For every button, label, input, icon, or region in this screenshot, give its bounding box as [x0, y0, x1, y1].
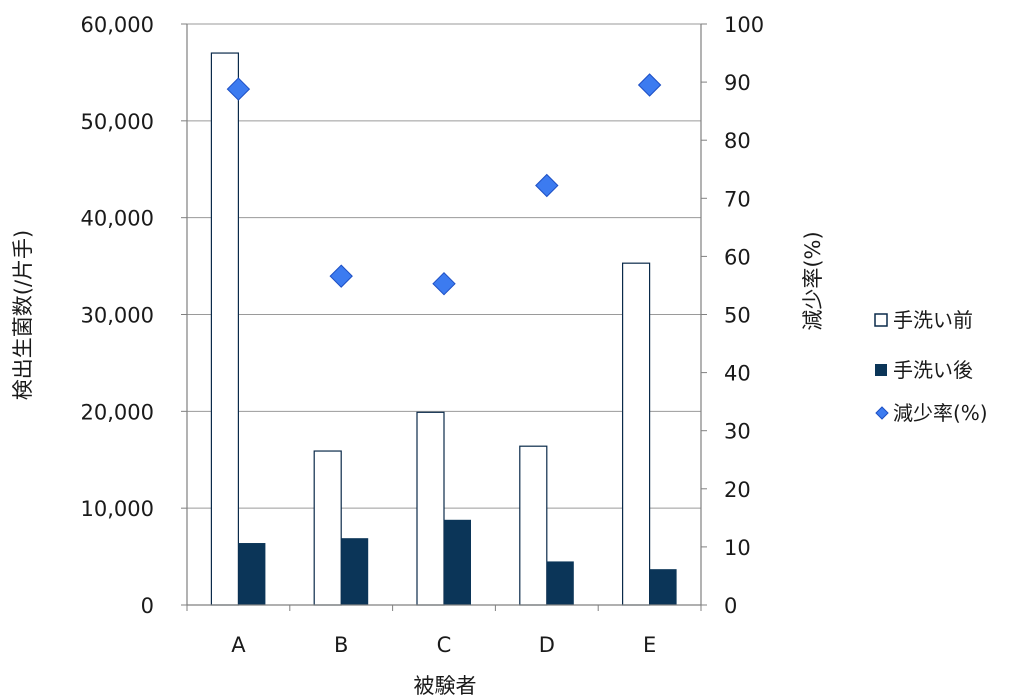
x-axis-tick-label: E [643, 633, 656, 657]
y-axis-right-tick-label: 80 [724, 129, 751, 153]
x-axis-title: 被験者 [414, 674, 477, 698]
y-axis-right-ticks: 0 10 20 30 40 50 60 70 80 90 100 [724, 13, 764, 618]
marker-rate [226, 77, 251, 101]
y-axis-right-tick-label: 70 [724, 187, 751, 211]
legend-swatch-before [874, 313, 888, 327]
y-axis-left-tick-label: 40,000 [81, 207, 154, 231]
bar-before [313, 450, 342, 606]
axes [181, 23, 707, 611]
legend-label-before: 手洗い前 [893, 308, 973, 332]
legend-label-after: 手洗い後 [893, 358, 973, 382]
marker-rate [432, 271, 456, 296]
y-axis-right-tick-label: 50 [724, 304, 751, 328]
bar-after [444, 519, 471, 605]
y-axis-left-tick-label: 10,000 [81, 497, 154, 521]
y-axis-right-tick-label: 20 [724, 478, 751, 502]
y-axis-left-ticks: 0 10,000 20,000 30,000 40,000 50,000 60,000 [81, 13, 154, 618]
bar-after [649, 569, 677, 605]
legend-swatch-after [875, 364, 887, 376]
y-axis-right-tick-label: 40 [724, 362, 751, 386]
marker-rate [637, 73, 662, 97]
x-axis-ticks: A B C D E [231, 633, 656, 657]
bar-before [621, 262, 651, 606]
gridlines [187, 23, 701, 509]
y-axis-left-title: 検出生菌数(/片手) [11, 230, 35, 400]
marker-rate [535, 173, 559, 198]
bar-before [416, 411, 445, 606]
y-axis-left-tick-label: 0 [141, 594, 154, 618]
y-axis-right-title: 減少率(%) [801, 231, 825, 330]
y-axis-right-tick-label: 100 [724, 13, 764, 37]
x-axis-tick-label: D [539, 633, 555, 657]
legend-swatch-rate [875, 406, 889, 420]
x-axis-tick-label: A [231, 633, 246, 657]
bar-after [341, 538, 369, 605]
bar-before [210, 52, 239, 606]
bars [210, 52, 677, 606]
y-axis-left-tick-label: 50,000 [81, 110, 154, 134]
y-axis-left-tick-label: 20,000 [81, 400, 154, 424]
y-axis-left-tick-label: 30,000 [81, 304, 154, 328]
y-axis-right-tick-label: 60 [724, 245, 751, 269]
markers [226, 73, 662, 296]
y-axis-right-tick-label: 10 [724, 536, 751, 560]
bar-after [546, 561, 574, 605]
legend-label-rate: 減少率(%) [893, 401, 988, 425]
bar-before [519, 445, 548, 606]
y-axis-right-tick-label: 90 [724, 71, 751, 95]
y-axis-left-tick-label: 60,000 [81, 13, 154, 37]
y-axis-right-tick-label: 30 [724, 420, 751, 444]
y-axis-right-tick-label: 0 [724, 594, 737, 618]
x-axis-tick-label: B [334, 633, 348, 657]
x-axis-tick-label: C [437, 633, 452, 657]
bar-after [238, 543, 266, 605]
legend: 手洗い前 手洗い後 減少率(%) [874, 308, 988, 425]
marker-rate [329, 264, 353, 288]
